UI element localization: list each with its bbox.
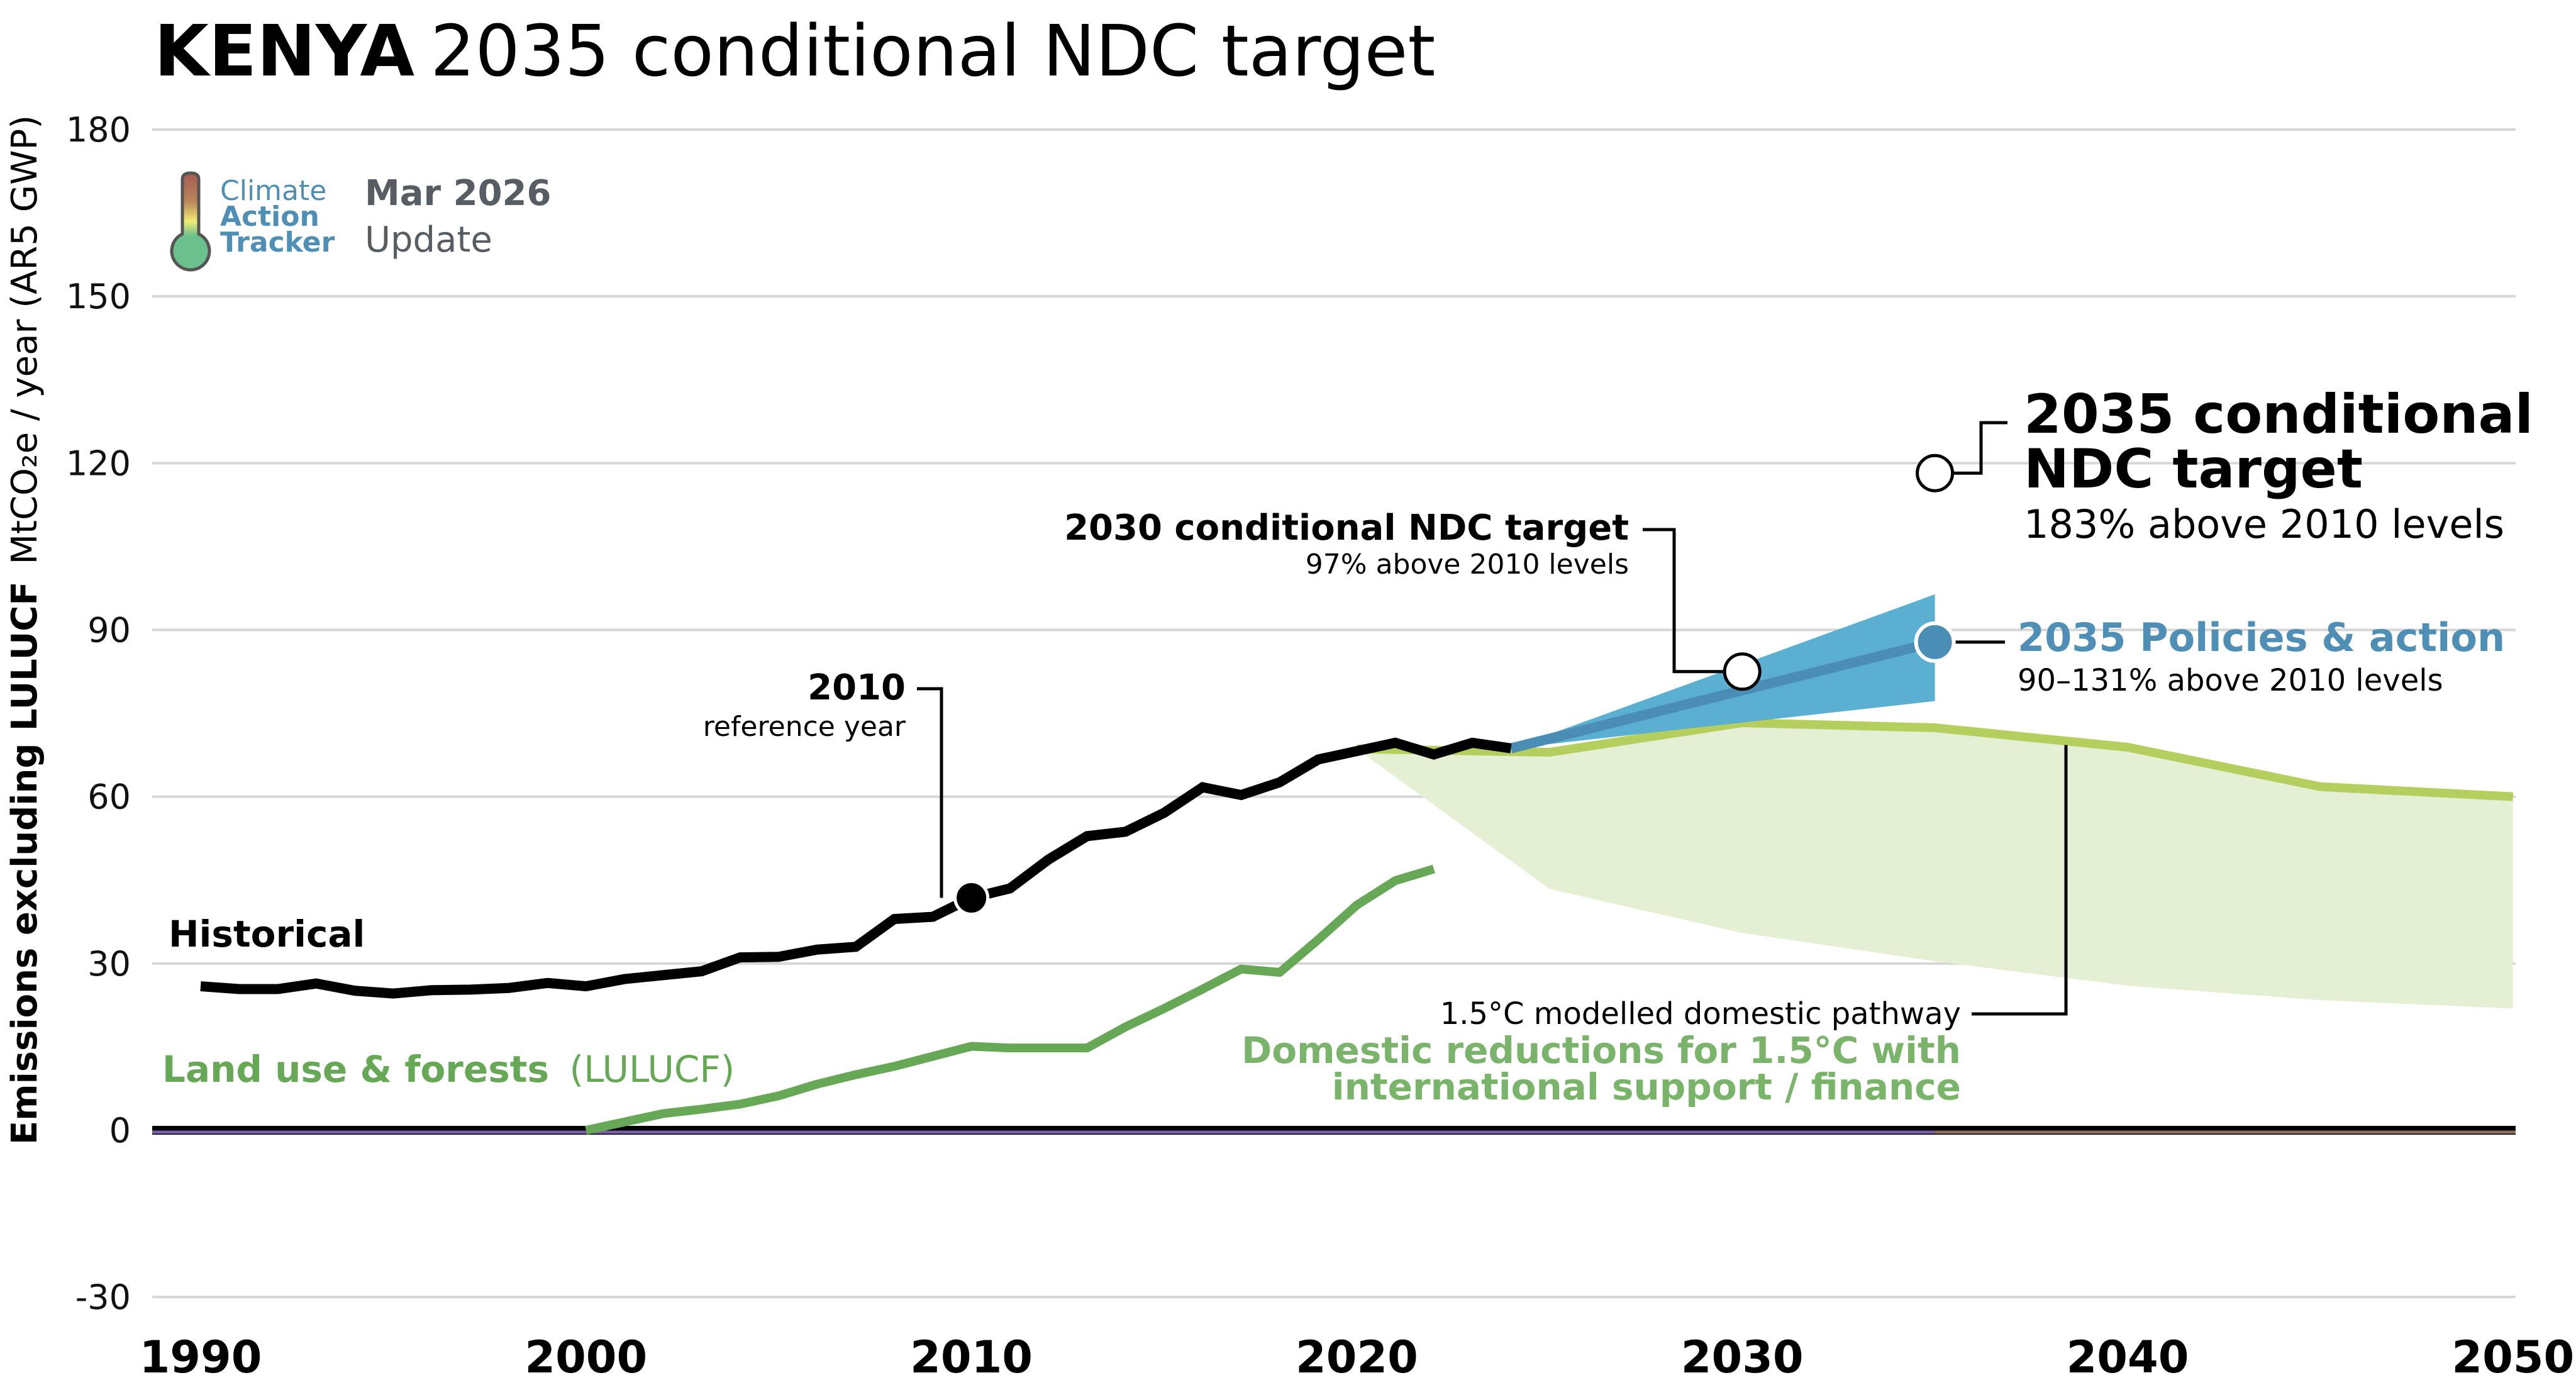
policies-median-line	[1509, 637, 1936, 754]
label-ndc2030: 2030 conditional NDC target	[1064, 508, 1629, 548]
label-policies-sub: 90–131% above 2010 levels	[2018, 663, 2443, 698]
pathway-area	[1357, 723, 2513, 1009]
x-tick-labels: 1990 2000 2010 2020 2030 2040 2050	[140, 1332, 2575, 1383]
label-ref-year-sub: reference year	[703, 711, 906, 743]
zero-line-layer	[152, 1126, 2516, 1135]
y-axis-label-bold: Emissions excluding LULUCF	[4, 581, 45, 1145]
y-tick-labels: -30 0 30 60 90 120 150 180	[66, 110, 131, 1317]
point-ndc2035	[1916, 453, 1955, 492]
label-ndc2035-line1: 2035 conditional	[2024, 383, 2533, 446]
x-tick-label: 2020	[1296, 1332, 1418, 1383]
historical-line	[200, 737, 1512, 999]
x-tick-label: 2040	[2067, 1332, 2189, 1383]
y-axis-label-unit: MtCO₂e / year (AR5 GWP)	[4, 115, 45, 564]
label-pathway: 1.5°C modelled domestic pathway	[1440, 996, 1961, 1032]
point-2010-reference	[953, 880, 990, 916]
x-tick-label: 2010	[910, 1332, 1033, 1383]
label-domestic-line1: Domestic reductions for 1.5°C with	[1241, 1029, 1961, 1072]
label-lulucf-bold: Land use & forests	[162, 1048, 549, 1091]
label-ref-year: 2010	[808, 667, 906, 708]
y-tick-label: -30	[75, 1277, 131, 1317]
x-tick-label: 2030	[1681, 1332, 1804, 1383]
pathway-layer	[1357, 718, 2514, 1009]
leader-pathway	[1972, 745, 2068, 1016]
label-policies: 2035 Policies & action	[2018, 615, 2505, 660]
label-domestic-line2: international support / finance	[1332, 1065, 1961, 1108]
lulucf-line	[585, 864, 1435, 1135]
y-tick-label: 30	[87, 944, 131, 984]
thermometer-icon	[170, 171, 211, 272]
logo-climate: Climate	[220, 175, 326, 207]
title-country: KENYA	[154, 11, 414, 92]
annotation-leaders	[917, 421, 2068, 1016]
label-ndc2035-sub: 183% above 2010 levels	[2024, 501, 2504, 547]
chart-title: KENYA 2035 conditional NDC target	[154, 11, 1435, 92]
y-axis-label: Emissions excluding LULUCF MtCO₂e / year…	[4, 115, 45, 1145]
gridlines	[152, 128, 2516, 1299]
title-subtitle: 2035 conditional NDC target	[430, 11, 1435, 92]
leader-ref-year	[917, 687, 943, 898]
logo-tracker: Tracker	[220, 226, 335, 259]
y-tick-label: 120	[66, 443, 131, 483]
label-lulucf-light: (LULUCF)	[569, 1048, 735, 1091]
y-tick-label: 180	[66, 110, 131, 150]
x-tick-label: 2000	[525, 1332, 647, 1383]
update-date: Mar 2026	[365, 173, 552, 214]
label-historical: Historical	[169, 913, 365, 955]
x-tick-label: 2050	[2451, 1332, 2574, 1383]
logo-action: Action	[220, 201, 319, 233]
label-lulucf: Land use & forests (LULUCF)	[162, 1048, 735, 1091]
pathway-upper-line	[1357, 718, 2514, 801]
update-label: Update	[365, 220, 492, 260]
cat-logo: Climate Action Tracker Mar 2026 Update	[170, 171, 552, 272]
leader-ndc2030	[1643, 528, 1724, 674]
leader-ndc2035	[1953, 421, 2007, 475]
series-lines	[200, 737, 1512, 1135]
y-tick-label: 90	[87, 610, 131, 650]
y-tick-label: 60	[87, 777, 131, 817]
point-ndc2030	[1723, 652, 1762, 691]
data-points	[953, 453, 1956, 916]
label-ndc2035-line2: NDC target	[2024, 438, 2363, 501]
x-tick-label: 1990	[140, 1332, 262, 1383]
y-tick-label: 0	[109, 1111, 131, 1150]
label-ndc2030-sub: 97% above 2010 levels	[1306, 548, 1629, 581]
point-policies-2035	[1914, 621, 1956, 663]
y-tick-label: 150	[66, 277, 131, 316]
